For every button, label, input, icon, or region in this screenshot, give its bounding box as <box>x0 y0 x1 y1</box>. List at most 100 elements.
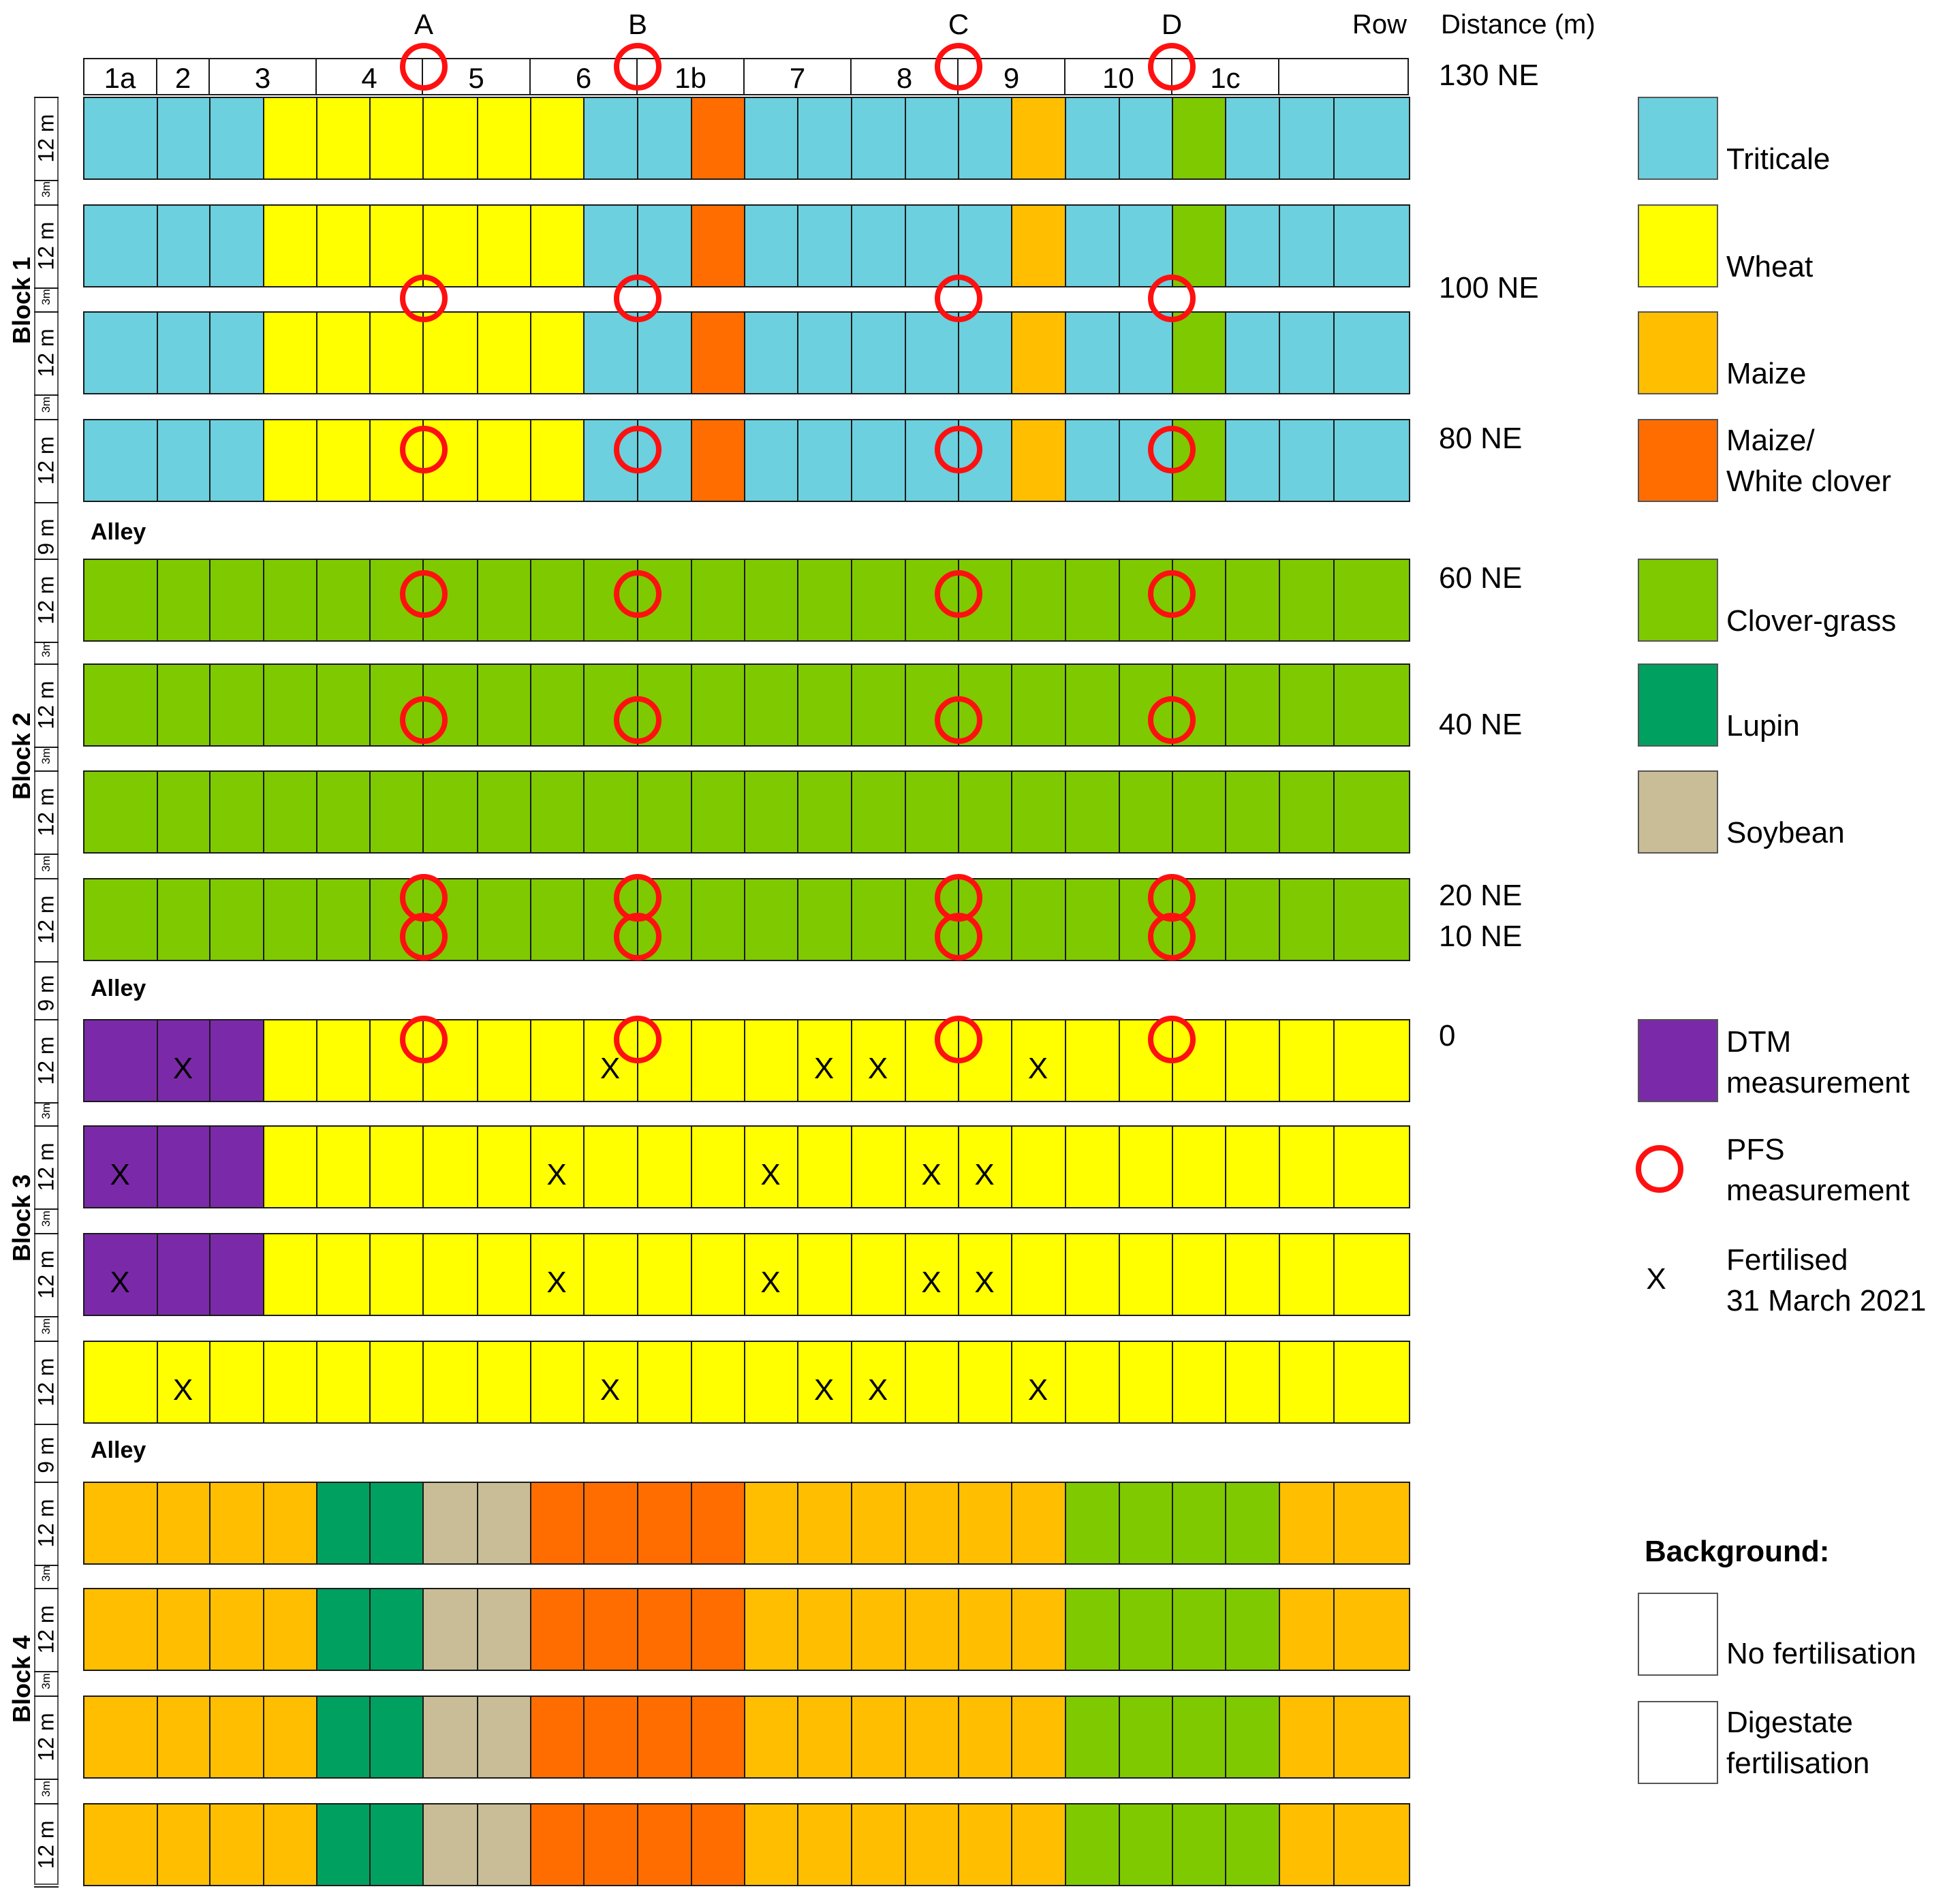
plot-cell-triticale <box>797 204 852 287</box>
plot-cell-clover_grass <box>530 663 585 747</box>
plot-cell-soybean <box>422 1803 478 1886</box>
position-label-A: A <box>414 8 433 40</box>
alley-label: Alley <box>91 975 146 1001</box>
column-label-6: 6 <box>575 62 592 94</box>
strip-label-12m: 12 m <box>33 576 59 625</box>
fertilised-x-marker: X <box>600 1373 621 1407</box>
plot-cell-triticale <box>1333 419 1410 502</box>
strip-divider <box>34 97 59 98</box>
legend-swatch-dtm <box>1638 1019 1718 1102</box>
plot-cell-clover_grass <box>691 559 745 642</box>
plot-cell-clover_grass <box>477 878 531 961</box>
plot-cell-clover_grass <box>209 663 264 747</box>
strip-label-12m: 12 m <box>33 1713 59 1762</box>
pfs-marker <box>935 570 982 618</box>
plot-cell-clover_grass <box>797 559 852 642</box>
strip-divider <box>34 311 59 313</box>
plot-cell-clover_grass <box>797 770 852 854</box>
plot-cell-wheat <box>851 1233 906 1316</box>
plot-cell-dtm <box>83 1233 158 1316</box>
plot-cell-maize_clover <box>530 1588 585 1671</box>
fertilised-x-marker: X <box>546 1266 567 1299</box>
plot-cell-triticale <box>1225 97 1280 180</box>
plot-cell-clover_grass <box>83 663 158 747</box>
plot-cell-triticale <box>1333 204 1410 287</box>
plot-cell-wheat <box>1225 1125 1280 1208</box>
strip-divider <box>34 1886 59 1888</box>
plot-cell-clover_grass <box>1172 97 1226 180</box>
column-label-1c: 1c <box>1210 62 1241 94</box>
plot-cell-wheat <box>422 1233 478 1316</box>
plot-cell-wheat <box>369 1125 424 1208</box>
plot-cell-maize <box>1333 1803 1410 1886</box>
strip-divider <box>34 394 59 396</box>
plot-cell-clover_grass <box>797 663 852 747</box>
plot-cell-dtm <box>83 1019 158 1102</box>
plot-cell-maize <box>797 1482 852 1565</box>
plot-cell-wheat <box>316 1019 371 1102</box>
plot-cell-triticale <box>958 204 1012 287</box>
plot-cell-triticale <box>637 204 692 287</box>
plot-cell-maize <box>1011 1588 1066 1671</box>
fertilised-x-marker: X <box>921 1266 942 1299</box>
pfs-marker <box>400 426 448 473</box>
plot-cell-triticale <box>851 311 906 394</box>
plot-cell-wheat <box>1333 1233 1410 1316</box>
plot-cell-wheat <box>316 1341 371 1424</box>
plot-cell-wheat <box>1119 1341 1173 1424</box>
plot-cell-clover_grass <box>530 770 585 854</box>
plot-cell-clover_grass <box>1279 770 1335 854</box>
plot-cell-wheat <box>637 1233 692 1316</box>
plot-cell-clover_grass <box>1065 663 1120 747</box>
plot-cell-dtm <box>83 1125 158 1208</box>
plot-cell-lupin <box>369 1803 424 1886</box>
plot-cell-maize <box>1333 1695 1410 1779</box>
plot-cell-triticale <box>905 97 959 180</box>
plot-cell-maize_clover <box>637 1588 692 1671</box>
plot-cell-clover_grass <box>1225 559 1280 642</box>
plot-cell-wheat <box>1172 1341 1226 1424</box>
plot-cell-soybean <box>422 1588 478 1671</box>
legend-swatch-digestate <box>1638 1701 1718 1784</box>
plot-cell-maize <box>851 1482 906 1565</box>
column-label-2: 2 <box>174 62 191 94</box>
pfs-marker <box>614 696 662 744</box>
plot-cell-maize <box>83 1588 158 1671</box>
plot-cell-triticale <box>1225 311 1280 394</box>
plot-cell-clover_grass <box>1011 559 1066 642</box>
plot-cell-clover_grass <box>1172 311 1226 394</box>
plot-cell-wheat <box>316 1233 371 1316</box>
plot-cell-triticale <box>209 204 264 287</box>
plot-cell-clover_grass <box>1279 559 1335 642</box>
fertilised-x-marker: X <box>974 1266 995 1299</box>
distance-label: 20 NE <box>1439 879 1523 912</box>
pfs-marker <box>614 426 662 473</box>
plot-cell-clover_grass <box>1119 1803 1173 1886</box>
strip-divider <box>34 1019 59 1020</box>
fertilised-x-marker: X <box>110 1158 130 1191</box>
plot-cell-wheat <box>958 1341 1012 1424</box>
plot-cell-clover_grass <box>530 878 585 961</box>
plot-cell-triticale <box>1119 97 1173 180</box>
plot-cell-maize <box>851 1803 906 1886</box>
column-divider <box>1064 58 1065 95</box>
legend-background-title: Background: <box>1645 1535 1830 1568</box>
plot-cell-clover_grass <box>797 878 852 961</box>
pfs-marker <box>935 426 982 473</box>
strip-label-12m: 12 m <box>33 1036 59 1085</box>
plot-cell-maize <box>851 1588 906 1671</box>
plot-cell-clover_grass <box>1333 663 1410 747</box>
plot-cell-wheat <box>691 1019 745 1102</box>
legend-label-digestate: Digestate fertilisation <box>1726 1706 1870 1780</box>
strip-divider <box>34 1341 59 1342</box>
plot-cell-lupin <box>316 1803 371 1886</box>
distance-label: 80 NE <box>1439 422 1523 455</box>
plot-cell-wheat <box>1225 1341 1280 1424</box>
plot-cell-wheat <box>851 1341 906 1424</box>
legend-swatch-triticale <box>1638 97 1718 180</box>
plot-cell-triticale <box>1225 419 1280 502</box>
position-label-D: D <box>1161 8 1183 40</box>
plot-cell-clover_grass <box>1119 1588 1173 1671</box>
plot-cell-wheat <box>1065 1341 1120 1424</box>
plot-cell-maize <box>744 1695 798 1779</box>
